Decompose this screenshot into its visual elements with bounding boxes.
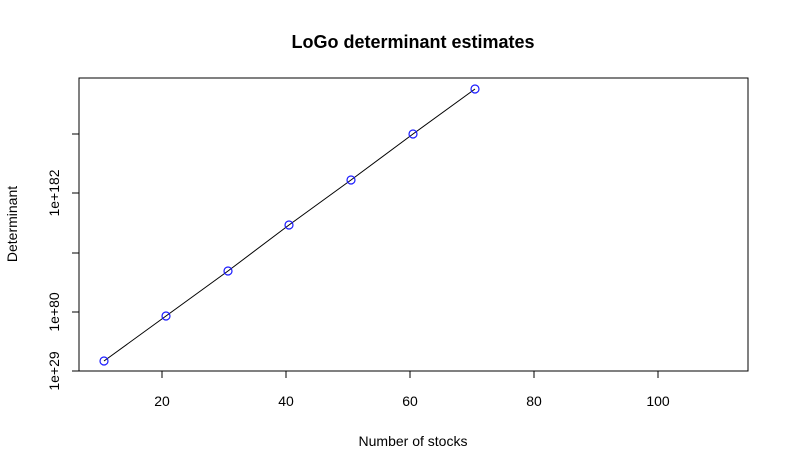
y-tick-label: 1e+29 bbox=[46, 351, 62, 391]
x-tick-label: 20 bbox=[154, 393, 170, 409]
data-point bbox=[161, 311, 171, 321]
data-point bbox=[99, 356, 109, 366]
data-point bbox=[408, 129, 418, 139]
y-axis: 1e+29 1e+80 1e+182 bbox=[46, 133, 79, 391]
y-tick-label: 1e+182 bbox=[46, 169, 62, 216]
data-points bbox=[99, 84, 480, 366]
x-tick-label: 100 bbox=[646, 393, 670, 409]
x-axis-label: Number of stocks bbox=[359, 433, 468, 449]
data-point bbox=[470, 84, 480, 94]
x-tick-label: 40 bbox=[278, 393, 294, 409]
y-axis-label: Determinant bbox=[4, 186, 20, 262]
chart-title: LoGo determinant estimates bbox=[291, 32, 534, 52]
series-line bbox=[103, 88, 476, 362]
plot-frame bbox=[78, 77, 749, 372]
y-tick-label: 1e+80 bbox=[46, 292, 62, 332]
x-tick-label: 80 bbox=[526, 393, 542, 409]
x-tick-label: 60 bbox=[402, 393, 418, 409]
data-point bbox=[223, 266, 233, 276]
x-axis: 20 40 60 80 100 bbox=[154, 371, 670, 409]
data-point bbox=[284, 220, 294, 230]
data-point bbox=[346, 175, 356, 185]
